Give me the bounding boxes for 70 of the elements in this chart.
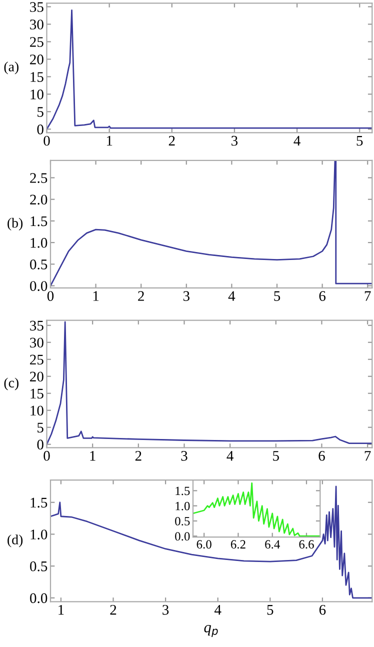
text: (b) bbox=[8, 218, 23, 230]
x-tick-label: 5 bbox=[274, 291, 280, 301]
x-tick-label: 4 bbox=[228, 291, 236, 301]
y-tick-label: 2.5 bbox=[30, 173, 48, 184]
y-tick-label: 5 bbox=[38, 422, 44, 433]
x-tick-label: 0 bbox=[47, 291, 54, 301]
x-tick-label: 5 bbox=[356, 136, 363, 146]
x-tick-label: 2 bbox=[138, 291, 144, 301]
text: (d) bbox=[8, 534, 23, 548]
y-tick-label: 20 bbox=[30, 54, 44, 64]
y-tick-label: 1.5 bbox=[176, 486, 190, 496]
line-series bbox=[50, 486, 372, 599]
x-tick-label: 2 bbox=[168, 136, 175, 146]
y-tick-label: 20 bbox=[30, 372, 44, 382]
y-tick-label: 1.5 bbox=[30, 498, 48, 508]
x-tick-label: 2 bbox=[110, 604, 116, 615]
y-tick-label: 0 bbox=[37, 440, 44, 450]
x-tick-label: 4 bbox=[226, 451, 234, 461]
x-tick-label: 3 bbox=[181, 450, 188, 461]
y-tick-label: 35 bbox=[30, 320, 44, 331]
x-tick-label: 3 bbox=[183, 291, 190, 301]
y-tick-label: 15 bbox=[30, 388, 44, 399]
x-tick-label: 1 bbox=[106, 136, 112, 146]
x-tick-label: 6.0 bbox=[196, 540, 212, 549]
x-tick-label: 6.2 bbox=[230, 540, 246, 549]
y-tick-label: 0.0 bbox=[175, 532, 190, 541]
y-tick-label: 0 bbox=[37, 124, 44, 134]
x-tick-label: 3 bbox=[162, 604, 169, 615]
x-tick-label: 7 bbox=[364, 291, 371, 301]
x-tick-label: 6.6 bbox=[299, 540, 314, 549]
x-tick-label: 6.4 bbox=[265, 540, 280, 549]
y-tick-label: 35 bbox=[30, 2, 44, 12]
x-tick-label: 6 bbox=[318, 450, 325, 461]
y-tick-label: 2.0 bbox=[30, 194, 48, 205]
x-tick-label: 1 bbox=[93, 291, 99, 301]
line-series bbox=[46, 321, 372, 446]
x-tick-label: 5 bbox=[267, 605, 274, 615]
x-tick-label: 1 bbox=[90, 450, 96, 461]
x-tick-label: 1 bbox=[58, 604, 64, 615]
y-tick-label: 0.5 bbox=[30, 260, 48, 270]
x-axis-title: q$_{p}$ bbox=[204, 625, 218, 637]
line-series bbox=[192, 482, 320, 537]
x-tick-label: 6 bbox=[319, 604, 326, 615]
x-tick-label: 3 bbox=[232, 136, 238, 146]
x-tick-label: 4 bbox=[294, 136, 300, 146]
y-tick-label: 25 bbox=[30, 354, 44, 365]
y-tick-label: 0.5 bbox=[175, 516, 190, 526]
y-tick-label: 30 bbox=[30, 338, 44, 348]
line-series bbox=[50, 160, 372, 286]
x-tick-label: 7 bbox=[364, 451, 371, 461]
y-tick-label: 0.0 bbox=[30, 593, 48, 604]
y-tick-label: 1.0 bbox=[176, 502, 190, 510]
y-tick-label: 1.0 bbox=[30, 530, 48, 540]
y-tick-label: 25 bbox=[30, 37, 44, 47]
y-tick-label: 15 bbox=[30, 72, 44, 82]
y-tick-label: 30 bbox=[30, 20, 44, 30]
y-tick-label: 5 bbox=[38, 107, 44, 117]
x-tick-label: 2 bbox=[135, 450, 142, 461]
x-tick-label: 4 bbox=[214, 605, 222, 615]
line-series bbox=[46, 10, 372, 130]
y-tick-label: 1.5 bbox=[30, 216, 48, 226]
y-tick-label: 10 bbox=[30, 90, 44, 100]
text: (c) bbox=[4, 378, 18, 390]
y-tick-label: 10 bbox=[30, 406, 44, 416]
text: (a) bbox=[4, 62, 18, 74]
y-tick-label: 0.0 bbox=[30, 281, 48, 292]
y-tick-label: 1.0 bbox=[30, 238, 48, 248]
x-tick-label: 5 bbox=[273, 451, 279, 461]
x-tick-label: 6 bbox=[319, 291, 326, 301]
y-tick-label: 0.5 bbox=[30, 561, 48, 572]
